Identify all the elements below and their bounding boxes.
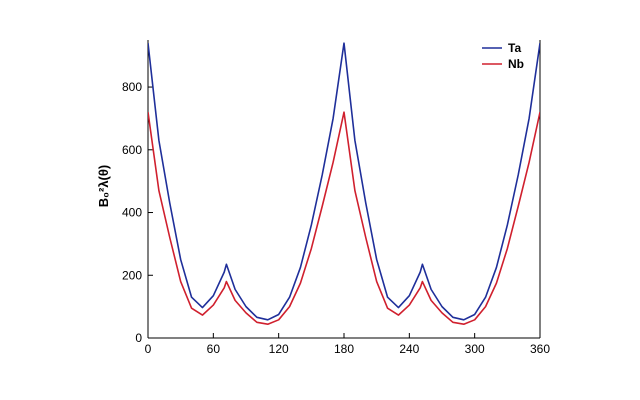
x-tick-label: 60	[207, 342, 221, 356]
x-tick-label: 240	[399, 342, 419, 356]
legend-label-ta: Ta	[508, 41, 521, 55]
legend: Ta Nb	[482, 41, 524, 71]
x-tick-label: 120	[269, 342, 289, 356]
y-tick-label: 0	[135, 331, 142, 345]
series-line-nb	[148, 111, 540, 326]
y-axis-label: B₀²λ(θ)	[96, 165, 111, 208]
legend-label-nb: Nb	[508, 57, 524, 71]
y-ticks: 0 200 400 600 800	[122, 80, 153, 345]
y-tick-label: 800	[122, 80, 142, 94]
y-tick-label: 200	[122, 268, 142, 282]
series-group	[148, 42, 540, 326]
x-tick-label: 180	[334, 342, 354, 356]
x-tick-label: 360	[530, 342, 550, 356]
x-ticks: 0 60 120 180 240 300 360	[145, 333, 550, 356]
y-tick-label: 600	[122, 143, 142, 157]
series-line-ta	[148, 42, 540, 321]
y-tick-label: 400	[122, 206, 142, 220]
x-tick-label: 300	[465, 342, 485, 356]
x-tick-label: 0	[145, 342, 152, 356]
